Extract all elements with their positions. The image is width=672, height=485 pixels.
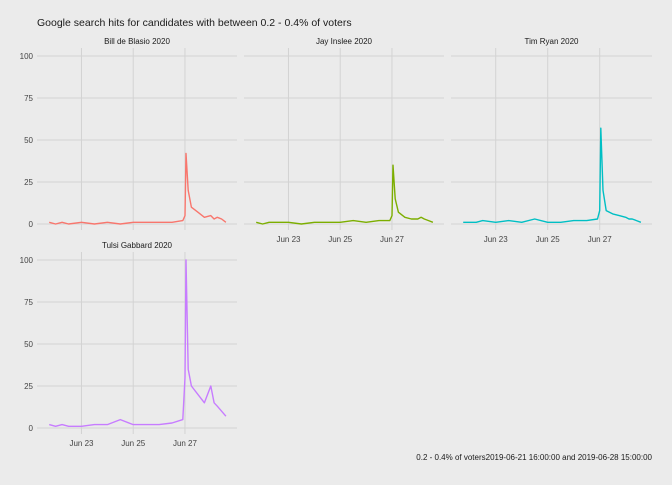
x-tick-label: Jun 27 xyxy=(588,235,613,244)
series-line xyxy=(463,127,642,223)
x-tick-label: Jun 25 xyxy=(121,439,146,448)
panel-strip-label: Bill de Blasio 2020 xyxy=(104,37,170,46)
panel-3: Tulsi Gabbard 2020 0 25 50 75 100 Jun 23 Jun 25… xyxy=(20,241,237,448)
y-tick-label: 50 xyxy=(24,340,33,349)
y-tick-label: 25 xyxy=(24,178,33,187)
y-tick-label: 75 xyxy=(24,298,33,307)
x-tick-label: Jun 25 xyxy=(328,235,353,244)
panel-0: Bill de Blasio 2020 0 25 50 75 100 xyxy=(20,37,237,230)
x-tick-label: Jun 25 xyxy=(536,235,561,244)
chart-caption: 0.2 - 0.4% of voters2019-06-21 16:00:00 … xyxy=(416,453,652,462)
panel-strip-label: Tim Ryan 2020 xyxy=(525,37,580,46)
y-tick-label: 0 xyxy=(29,220,34,229)
y-tick-label: 100 xyxy=(20,256,34,265)
x-tick-label: Jun 27 xyxy=(173,439,198,448)
x-tick-label: Jun 23 xyxy=(484,235,509,244)
panel-2: Tim Ryan 2020 Jun 23 Jun 25 Jun 27 xyxy=(451,37,652,244)
chart-title: Google search hits for candidates with b… xyxy=(37,17,352,29)
x-tick-label: Jun 23 xyxy=(276,235,301,244)
x-tick-label: Jun 23 xyxy=(69,439,94,448)
y-tick-label: 0 xyxy=(29,424,34,433)
y-tick-label: 75 xyxy=(24,94,33,103)
y-tick-label: 100 xyxy=(20,52,34,61)
y-tick-label: 50 xyxy=(24,136,33,145)
panel-strip-label: Jay Inslee 2020 xyxy=(316,37,373,46)
x-tick-label: Jun 27 xyxy=(380,235,405,244)
panel-1: Jay Inslee 2020 Jun 23 Jun 25 Jun 27 xyxy=(244,37,444,244)
panel-strip-label: Tulsi Gabbard 2020 xyxy=(102,241,173,250)
series-line xyxy=(49,152,227,225)
series-line xyxy=(49,259,227,427)
y-tick-label: 25 xyxy=(24,382,33,391)
series-line xyxy=(256,164,434,225)
